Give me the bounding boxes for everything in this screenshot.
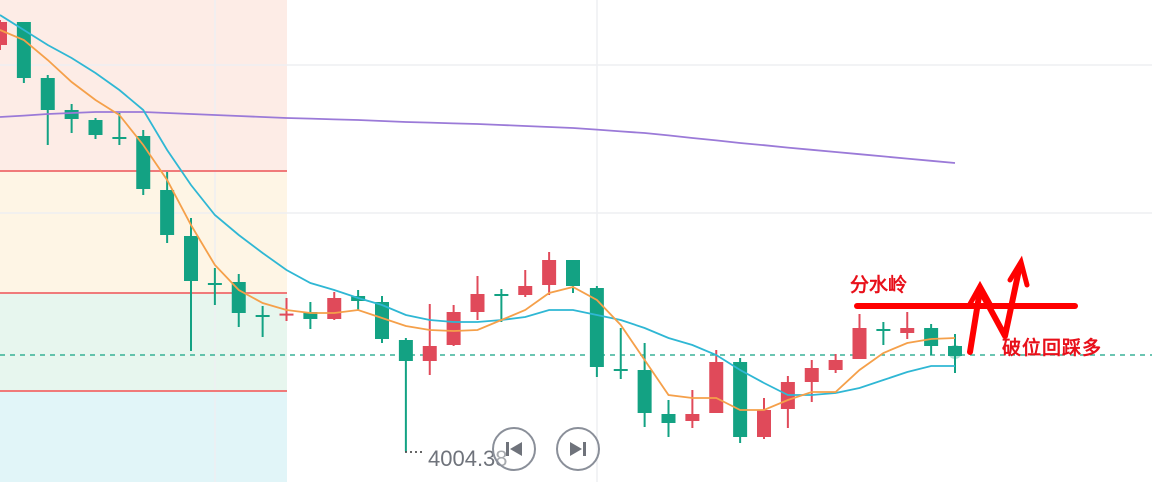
- candle-down: [184, 236, 198, 281]
- candle-down: [375, 302, 389, 339]
- arrowhead-second: [1007, 255, 1030, 288]
- annotation-watershed: 分水岭: [850, 274, 908, 296]
- candle-down: [207, 283, 222, 285]
- candle-down: [566, 260, 580, 286]
- zigzag-arrow: [967, 262, 1023, 355]
- candle-down: [231, 282, 246, 313]
- candle-down: [160, 190, 175, 235]
- level-band: [0, 391, 287, 482]
- candle-down: [112, 137, 127, 139]
- ma-fast-line: [0, 29, 956, 411]
- candle-down: [16, 22, 31, 78]
- arrowhead-first: [967, 280, 993, 307]
- candle-up: [852, 328, 867, 359]
- candle-up: [804, 368, 819, 382]
- candles: [0, 20, 962, 452]
- next-button[interactable]: [556, 427, 600, 471]
- ma-mid-line: [0, 14, 955, 396]
- skip-forward-icon: [570, 442, 586, 456]
- candle-down: [255, 315, 270, 317]
- ma-slow-line: [0, 111, 956, 164]
- candle-up: [900, 328, 915, 333]
- candle-up: [0, 22, 7, 45]
- candle-up: [518, 286, 533, 295]
- candle-up: [709, 362, 724, 413]
- annotation-breakout: 破位回踩多: [1002, 337, 1103, 359]
- candle-down: [733, 362, 748, 437]
- candle-down: [613, 369, 628, 371]
- candle-up: [327, 298, 342, 319]
- candle-down: [924, 328, 939, 346]
- candle-down: [948, 346, 962, 356]
- candle-down: [637, 370, 652, 413]
- candle-up: [757, 410, 771, 437]
- candle-down: [494, 294, 509, 296]
- candle-down: [876, 329, 891, 331]
- last-candle-marker: [948, 345, 962, 359]
- candle-down: [303, 312, 318, 319]
- level-bands: [0, 0, 287, 482]
- candle-down: [88, 120, 103, 135]
- candle-down: [64, 110, 79, 119]
- candle-down: [661, 414, 676, 423]
- candle-up: [470, 294, 485, 312]
- candle-down: [589, 288, 604, 367]
- skip-back-icon: [506, 442, 522, 456]
- moving-averages: [0, 14, 956, 411]
- candle-up: [685, 414, 700, 421]
- candle-up: [446, 312, 461, 345]
- annotation-drawings: [854, 255, 1078, 359]
- candle-up: [542, 260, 557, 285]
- candle-up: [422, 346, 437, 361]
- prev-button[interactable]: [492, 427, 536, 471]
- candle-up: [828, 360, 843, 370]
- candle-up: [279, 313, 294, 316]
- candle-down: [398, 340, 413, 361]
- candle-down: [40, 78, 55, 110]
